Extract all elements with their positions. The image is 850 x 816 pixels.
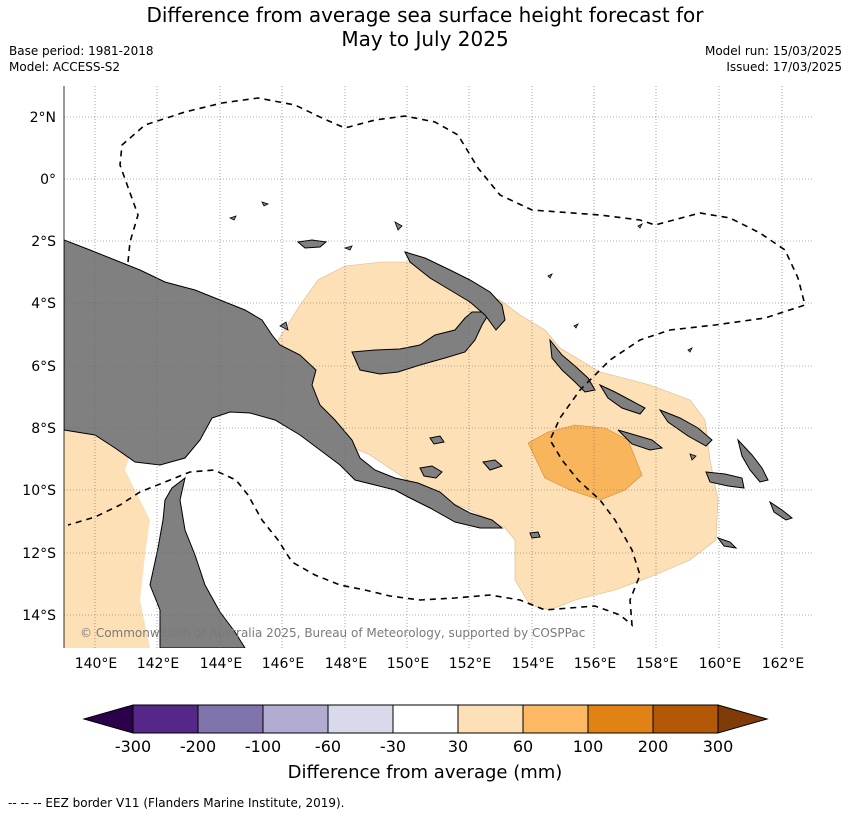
lon-label-154e: 154°E <box>512 656 555 672</box>
cb-tick-neg60: -60 <box>315 737 341 756</box>
land-australia <box>149 476 246 648</box>
lon-label-162e: 162°E <box>762 656 805 672</box>
land-new-britain <box>351 311 491 375</box>
model-run: Model run: 15/03/2025 <box>704 44 842 58</box>
land-manus <box>296 239 328 249</box>
colorbar-bin-30-60 <box>457 704 524 734</box>
land-small-islands <box>228 201 697 461</box>
cb-tick-neg200: -200 <box>180 737 216 756</box>
lon-label-140e: 140°E <box>75 656 118 672</box>
lat-label-10s: 10°S <box>22 483 56 499</box>
lat-label-8s: 8°S <box>31 421 56 437</box>
land-fergusson <box>419 465 443 479</box>
cb-tick-60: 60 <box>513 737 533 756</box>
meta-right: Model run: 15/03/2025 Issued: 17/03/2025 <box>705 43 842 75</box>
map-area: © Commonwealth of Australia 2025, Bureau… <box>64 86 813 648</box>
land-bougainville <box>549 338 596 393</box>
lat-label-14s: 14°S <box>22 608 56 624</box>
latitude-labels: 2°N 0° 2°S 4°S 6°S 8°S 10°S 12°S 14°S <box>22 110 56 624</box>
colorbar-bin-60-100 <box>522 704 589 734</box>
cb-tick-300: 300 <box>703 737 734 756</box>
land-malaita <box>737 438 769 483</box>
lat-label-6s: 6°S <box>31 359 56 375</box>
lon-label-160e: 160°E <box>699 656 742 672</box>
colorbar-bin-neg300-neg200 <box>132 704 199 734</box>
longitude-labels: 140°E 142°E 144°E 146°E 148°E 150°E 152°… <box>75 656 805 672</box>
cb-tick-30: 30 <box>448 737 468 756</box>
cb-tick-neg100: -100 <box>245 737 281 756</box>
land-rossel <box>529 531 541 539</box>
base-period: Base period: 1981-2018 <box>9 44 154 58</box>
gridlines <box>64 86 813 648</box>
colorbar-tick-labels: -300 -200 -100 -60 -30 30 60 100 200 300 <box>115 737 733 756</box>
lon-label-158e: 158°E <box>636 656 679 672</box>
land-new-guinea <box>64 239 504 529</box>
colorbar <box>82 704 769 734</box>
cb-tick-100: 100 <box>573 737 604 756</box>
land-new-georgia <box>617 429 664 451</box>
chart-title: Difference from average sea surface heig… <box>0 3 850 51</box>
cb-tick-neg30: -30 <box>380 737 406 756</box>
eez-border-png-north <box>67 97 806 627</box>
lon-label-142e: 142°E <box>137 656 180 672</box>
land-new-ireland <box>404 251 506 331</box>
lon-label-144e: 144°E <box>200 656 243 672</box>
colorbar-bin-neg200-neg100 <box>197 704 264 734</box>
meta-left: Base period: 1981-2018 Model: ACCESS-S2 <box>9 43 154 75</box>
land-choiseul <box>598 383 646 415</box>
colorbar-arrow-high <box>717 704 769 734</box>
cb-tick-200: 200 <box>638 737 669 756</box>
issued-date: Issued: 17/03/2025 <box>726 60 842 74</box>
lat-label-2n: 2°N <box>30 110 56 126</box>
lat-label-0: 0° <box>40 172 56 188</box>
lon-label-150e: 150°E <box>387 656 430 672</box>
title-line-1: Difference from average sea surface heig… <box>146 3 704 27</box>
land-misima <box>482 459 503 471</box>
lon-label-156e: 156°E <box>574 656 617 672</box>
lat-label-12s: 12°S <box>22 546 56 562</box>
lon-label-148e: 148°E <box>325 656 368 672</box>
land-rennell <box>716 537 738 549</box>
land-guadalcanal <box>705 471 745 489</box>
lon-label-152e: 152°E <box>449 656 492 672</box>
copyright-text: © Commonwealth of Australia 2025, Bureau… <box>80 626 585 640</box>
eez-footnote: -- -- -- EEZ border V11 (Flanders Marine… <box>8 796 345 810</box>
lon-label-146e: 146°E <box>262 656 305 672</box>
land-makira <box>768 500 794 521</box>
land-trobriand <box>429 435 445 445</box>
colorbar-arrow-low <box>82 704 134 734</box>
colorbar-title: Difference from average (mm) <box>288 762 563 783</box>
lat-label-4s: 4°S <box>31 296 56 312</box>
colorbar-bin-neg100-neg60 <box>262 704 329 734</box>
colorbar-bin-neg60-neg30 <box>327 704 394 734</box>
lat-label-2s: 2°S <box>31 234 56 250</box>
anomaly-area-60-100 <box>527 424 643 501</box>
colorbar-bin-200-300 <box>652 704 719 734</box>
colorbar-bin-100-200 <box>587 704 654 734</box>
anomaly-area-30-60-aus <box>64 400 150 648</box>
title-line-2: May to July 2025 <box>341 27 509 51</box>
model-name: Model: ACCESS-S2 <box>9 60 121 74</box>
cb-tick-neg300: -300 <box>115 737 151 756</box>
colorbar-bin-neg30-30 <box>392 704 459 734</box>
